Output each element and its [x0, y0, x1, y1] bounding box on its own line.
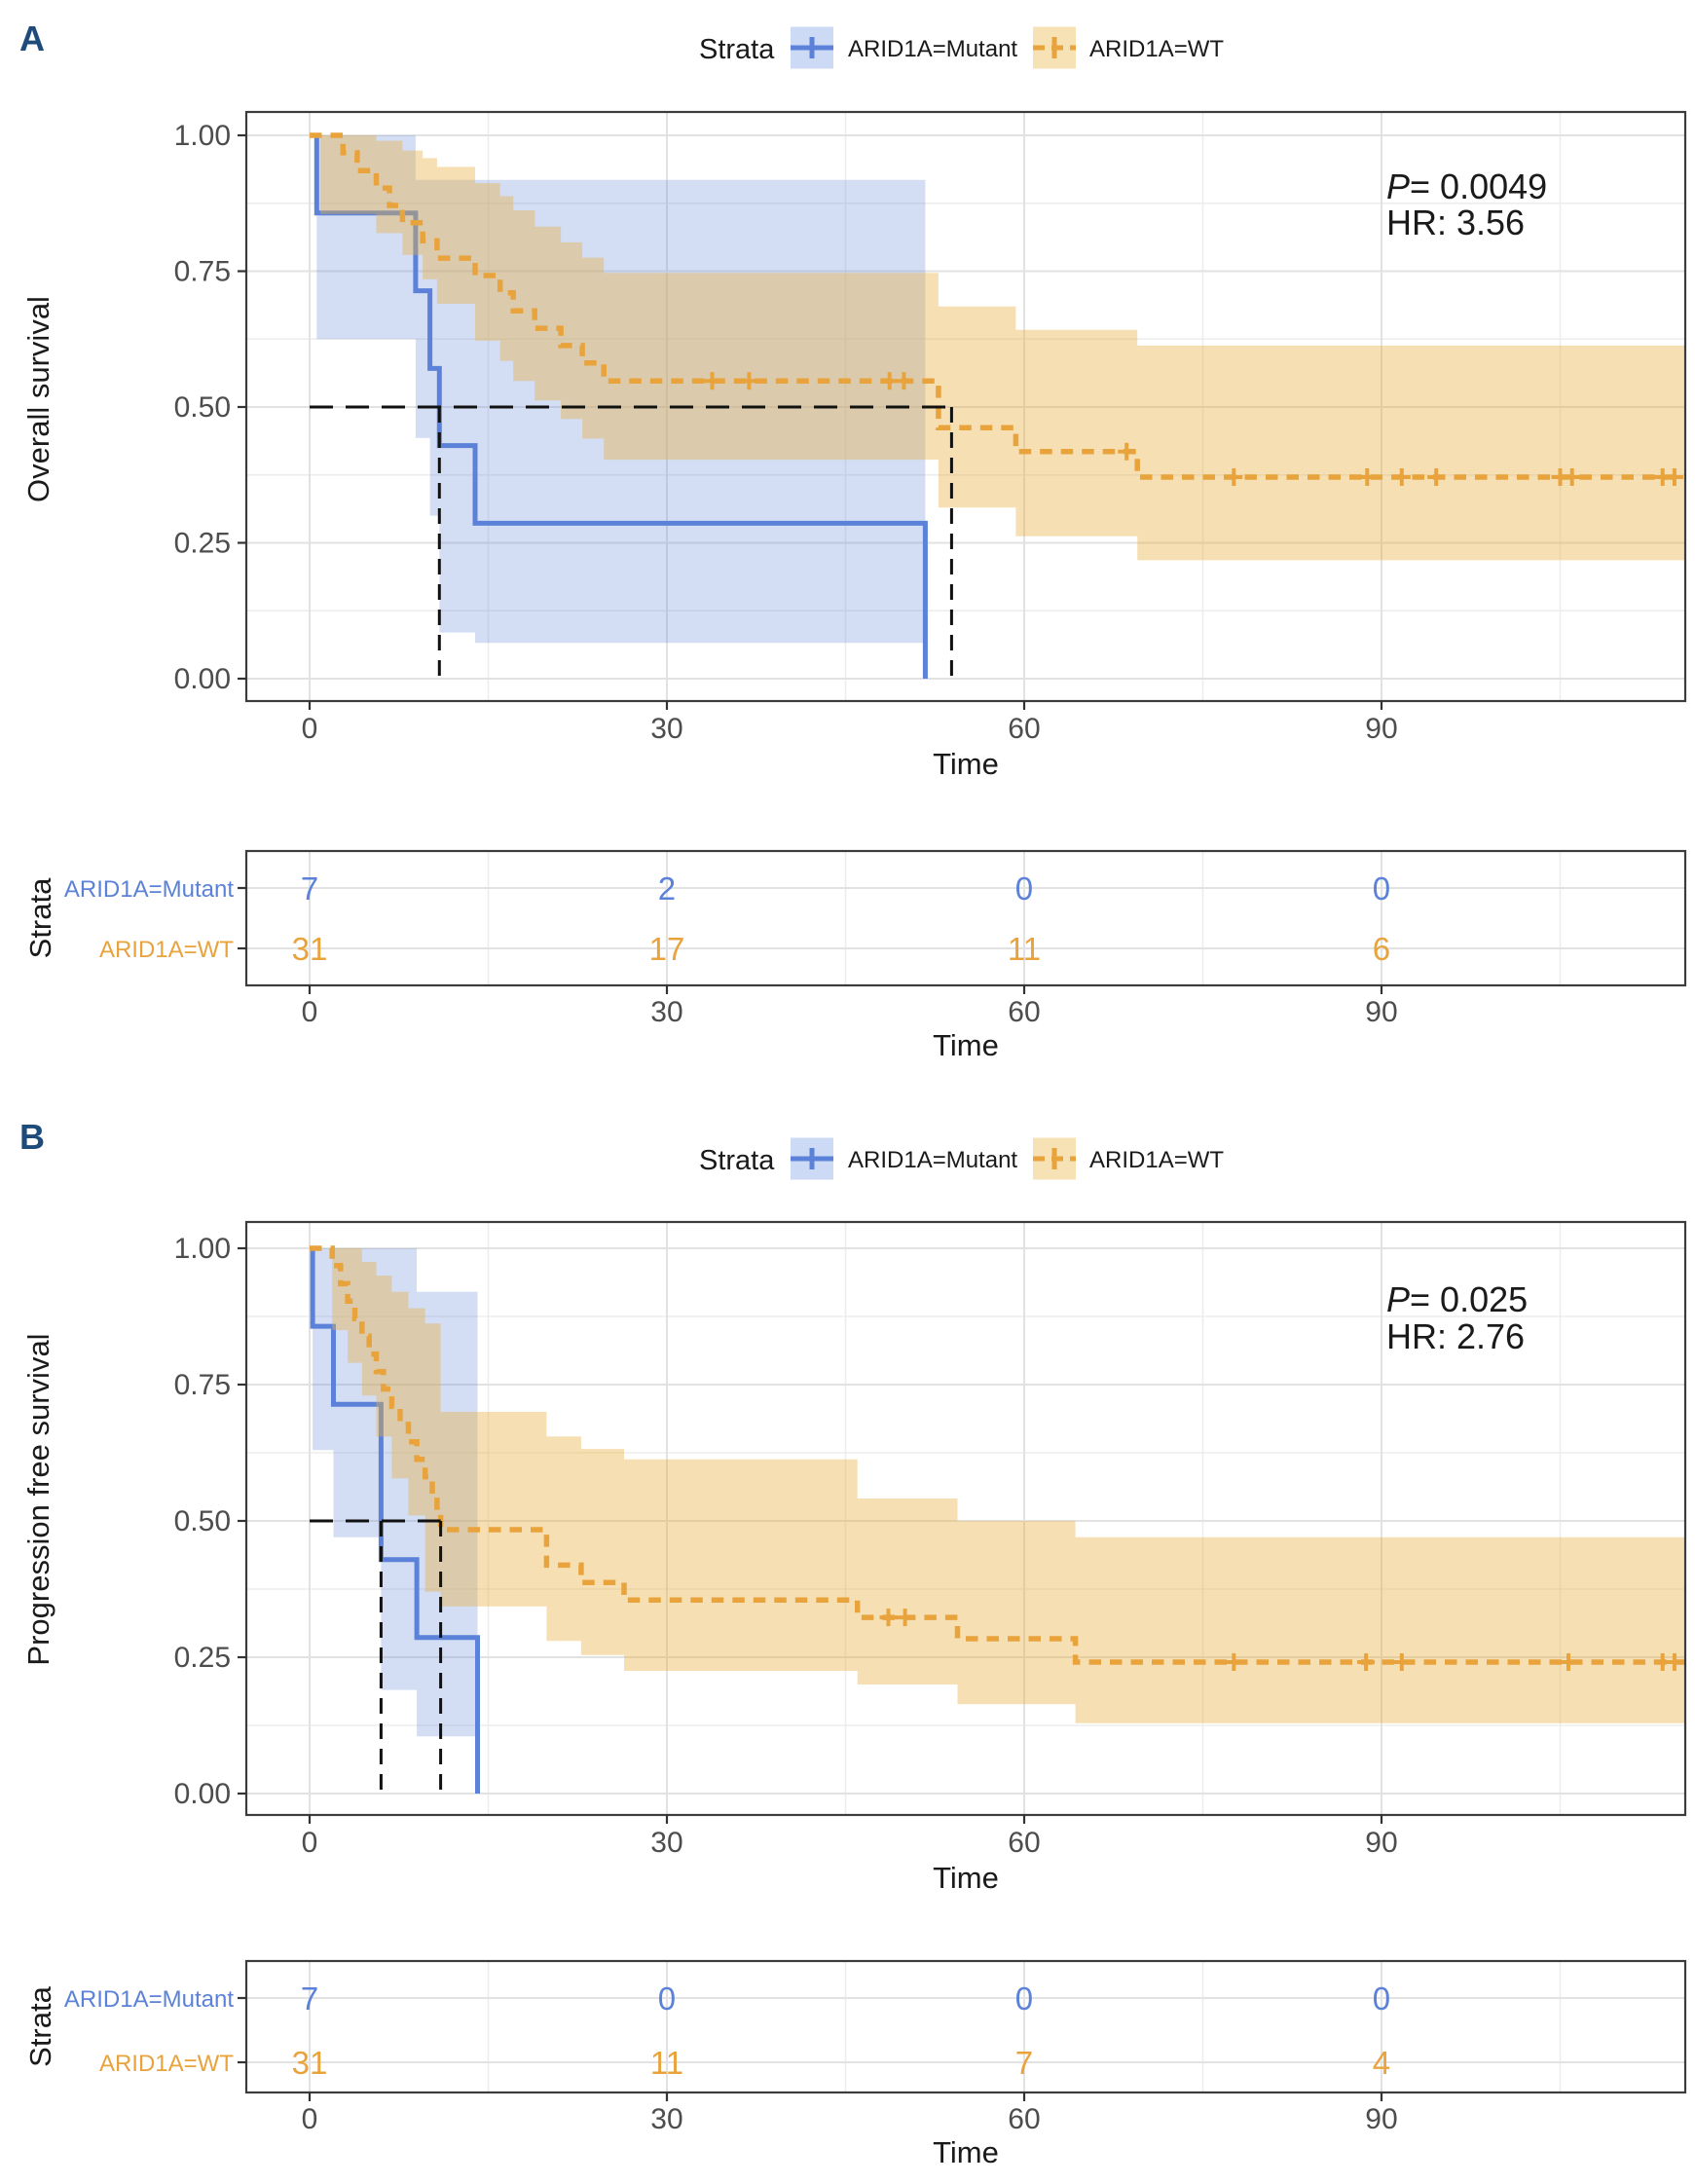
svg-text:90: 90	[1365, 1827, 1397, 1859]
svg-text:7: 7	[1015, 2045, 1033, 2081]
svg-text:HR: 3.56: HR: 3.56	[1386, 203, 1525, 242]
svg-text:2: 2	[658, 870, 676, 907]
svg-text:ARID1A=Mutant: ARID1A=Mutant	[848, 1147, 1017, 1173]
svg-text:90: 90	[1365, 996, 1397, 1028]
svg-text:0.25: 0.25	[174, 1642, 231, 1674]
svg-text:A: A	[19, 19, 45, 58]
svg-text:Strata: Strata	[23, 877, 57, 958]
svg-text:1.00: 1.00	[174, 1233, 231, 1265]
svg-text:0: 0	[1015, 870, 1033, 907]
svg-text:ARID1A=Mutant: ARID1A=Mutant	[848, 36, 1017, 62]
svg-text:7: 7	[301, 870, 318, 907]
svg-text:1.00: 1.00	[174, 120, 231, 152]
svg-text:ARID1A=Mutant: ARID1A=Mutant	[64, 876, 234, 903]
svg-text:Time: Time	[933, 1028, 999, 1062]
svg-text:90: 90	[1365, 713, 1397, 745]
svg-text:4: 4	[1373, 2045, 1390, 2081]
svg-text:11: 11	[1008, 931, 1041, 967]
svg-text:Strata: Strata	[699, 1145, 775, 1176]
svg-text:17: 17	[649, 931, 685, 967]
svg-text:31: 31	[292, 2045, 328, 2081]
svg-text:ARID1A=WT: ARID1A=WT	[1089, 1147, 1224, 1173]
svg-text:0.25: 0.25	[174, 528, 231, 560]
svg-text:0.50: 0.50	[174, 1505, 231, 1537]
svg-text:ARID1A=WT: ARID1A=WT	[99, 2051, 234, 2077]
svg-text:0.75: 0.75	[174, 256, 231, 288]
svg-text:0: 0	[302, 1827, 318, 1859]
svg-text:HR: 2.76: HR: 2.76	[1386, 1316, 1525, 1356]
svg-text:Time: Time	[933, 2135, 999, 2169]
svg-text:60: 60	[1008, 996, 1040, 1028]
svg-text:60: 60	[1008, 713, 1040, 745]
svg-text:0.00: 0.00	[174, 1778, 231, 1810]
svg-text:7: 7	[301, 1980, 318, 2017]
svg-text:90: 90	[1365, 2103, 1397, 2135]
svg-text:Progression free survival: Progression free survival	[21, 1333, 55, 1665]
svg-text:0: 0	[1015, 1980, 1033, 2017]
svg-text:0.00: 0.00	[174, 663, 231, 695]
svg-text:ARID1A=WT: ARID1A=WT	[99, 937, 234, 963]
svg-text:Time: Time	[933, 747, 999, 781]
svg-text:30: 30	[650, 2103, 682, 2135]
svg-text:ARID1A=WT: ARID1A=WT	[1089, 36, 1224, 62]
svg-text:0: 0	[1373, 1980, 1390, 2017]
svg-text:P= 0.025: P= 0.025	[1386, 1279, 1528, 1319]
svg-text:0: 0	[302, 713, 318, 745]
svg-text:30: 30	[650, 1827, 682, 1859]
svg-text:60: 60	[1008, 1827, 1040, 1859]
svg-text:0: 0	[302, 996, 318, 1028]
svg-text:0: 0	[658, 1980, 676, 2017]
svg-text:Strata: Strata	[699, 34, 775, 65]
svg-text:30: 30	[650, 996, 682, 1028]
svg-text:31: 31	[292, 931, 328, 967]
svg-text:30: 30	[650, 713, 682, 745]
svg-text:ARID1A=Mutant: ARID1A=Mutant	[64, 1986, 234, 2013]
svg-text:B: B	[19, 1117, 45, 1157]
svg-text:11: 11	[650, 2045, 683, 2081]
svg-text:0.75: 0.75	[174, 1369, 231, 1401]
svg-text:0: 0	[302, 2103, 318, 2135]
svg-text:6: 6	[1373, 931, 1390, 967]
svg-text:P= 0.0049: P= 0.0049	[1386, 167, 1547, 206]
svg-text:Strata: Strata	[23, 1985, 57, 2066]
svg-text:Overall survival: Overall survival	[21, 296, 55, 502]
svg-text:0.50: 0.50	[174, 391, 231, 424]
svg-text:0: 0	[1373, 870, 1390, 907]
svg-text:60: 60	[1008, 2103, 1040, 2135]
svg-text:Time: Time	[933, 1861, 999, 1895]
